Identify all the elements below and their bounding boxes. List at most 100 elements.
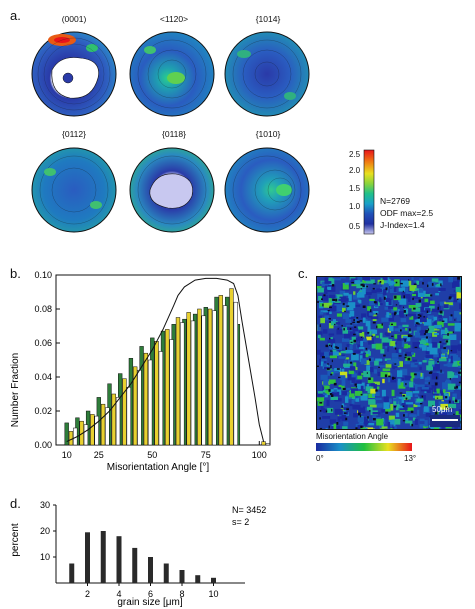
map-boundary [338,376,341,379]
map-grain [429,347,438,355]
map-grain [354,304,361,307]
map-grain [405,402,414,405]
histogram-bar [111,393,116,446]
map-grain [363,393,368,396]
map-grain [341,298,349,302]
map-grain [440,403,449,410]
map-grain [425,348,432,355]
map-grain [409,381,414,388]
map-grain [328,352,333,356]
map-boundary [405,397,408,400]
map-grain [375,343,383,350]
y-tick-label: 0.04 [34,372,52,382]
map-boundary [457,298,459,300]
map-boundary [393,377,396,379]
map-grain [367,377,374,384]
map-boundary [395,304,398,306]
map-boundary [359,415,362,418]
map-grain [343,363,351,367]
map-boundary [316,365,319,367]
map-grain [342,338,350,342]
map-grain [442,342,447,345]
map-grain [449,359,458,366]
map-boundary [336,422,339,425]
map-boundary [440,369,442,373]
map-grain [353,294,360,300]
map-grain [415,318,422,324]
grain-size-bar [132,547,138,583]
map-grain [357,336,364,341]
map-grain [411,277,414,281]
map-boundary [350,341,353,343]
map-boundary [372,287,375,290]
grain-n: N= 3452 [232,505,266,515]
map-grain [447,361,453,368]
map-grain [395,347,399,354]
map-grain [359,332,365,338]
map-boundary [449,407,451,410]
scale-bar-label: 50μm [432,405,453,414]
map-boundary [398,355,402,357]
map-grain [433,363,440,371]
map-boundary [411,423,414,427]
map-grain [327,368,335,376]
pole-figure-0118 [129,147,215,233]
x-axis-label: grain size [μm] [117,597,182,608]
map-grain [443,364,449,367]
map-boundary [393,405,396,408]
map-boundary [329,344,331,346]
map-grain [375,358,383,362]
map-grain [385,345,388,349]
map-grain [417,409,420,416]
map-grain [362,347,366,352]
map-grain [426,346,430,352]
map-grain [369,331,372,335]
map-grain [342,283,349,290]
map-boundary [413,283,417,285]
map-grain [352,328,359,332]
map-grain [316,349,321,355]
map-grain [428,338,432,344]
map-boundary [333,382,337,386]
map-grain [397,378,401,386]
map-grain [346,305,354,311]
map-grain [381,337,389,345]
map-boundary [335,346,338,349]
map-grain [412,417,416,421]
map-boundary [327,363,329,365]
map-grain [388,325,394,332]
map-grain [317,324,321,331]
map-grain [330,396,338,400]
map-boundary [381,323,383,326]
map-grain [400,368,408,376]
map-grain [398,325,403,332]
map-grain [426,387,431,393]
map-boundary [334,323,336,326]
map-grain [323,379,329,387]
map-grain [388,284,392,289]
map-boundary [454,386,456,389]
map-boundary [353,339,356,343]
map-grain [441,425,445,430]
map-grain [440,335,444,338]
map-boundary [407,357,411,361]
map-grain [426,427,432,430]
histogram-bar [197,308,202,446]
map-grain [434,328,440,331]
map-boundary [443,347,446,350]
map-grain [423,342,430,346]
map-boundary [432,405,434,408]
map-grain [319,311,324,315]
map-boundary [394,313,396,316]
map-grain [392,310,395,317]
map-grain [362,317,366,323]
map-boundary [417,316,420,319]
map-boundary [369,410,371,412]
map-boundary [445,340,449,343]
map-grain [366,365,371,372]
map-grain [348,370,354,375]
map-grain [321,358,327,362]
colorbar-tick: 2.0 [349,166,361,175]
map-grain [397,334,402,341]
map-grain [358,407,366,414]
